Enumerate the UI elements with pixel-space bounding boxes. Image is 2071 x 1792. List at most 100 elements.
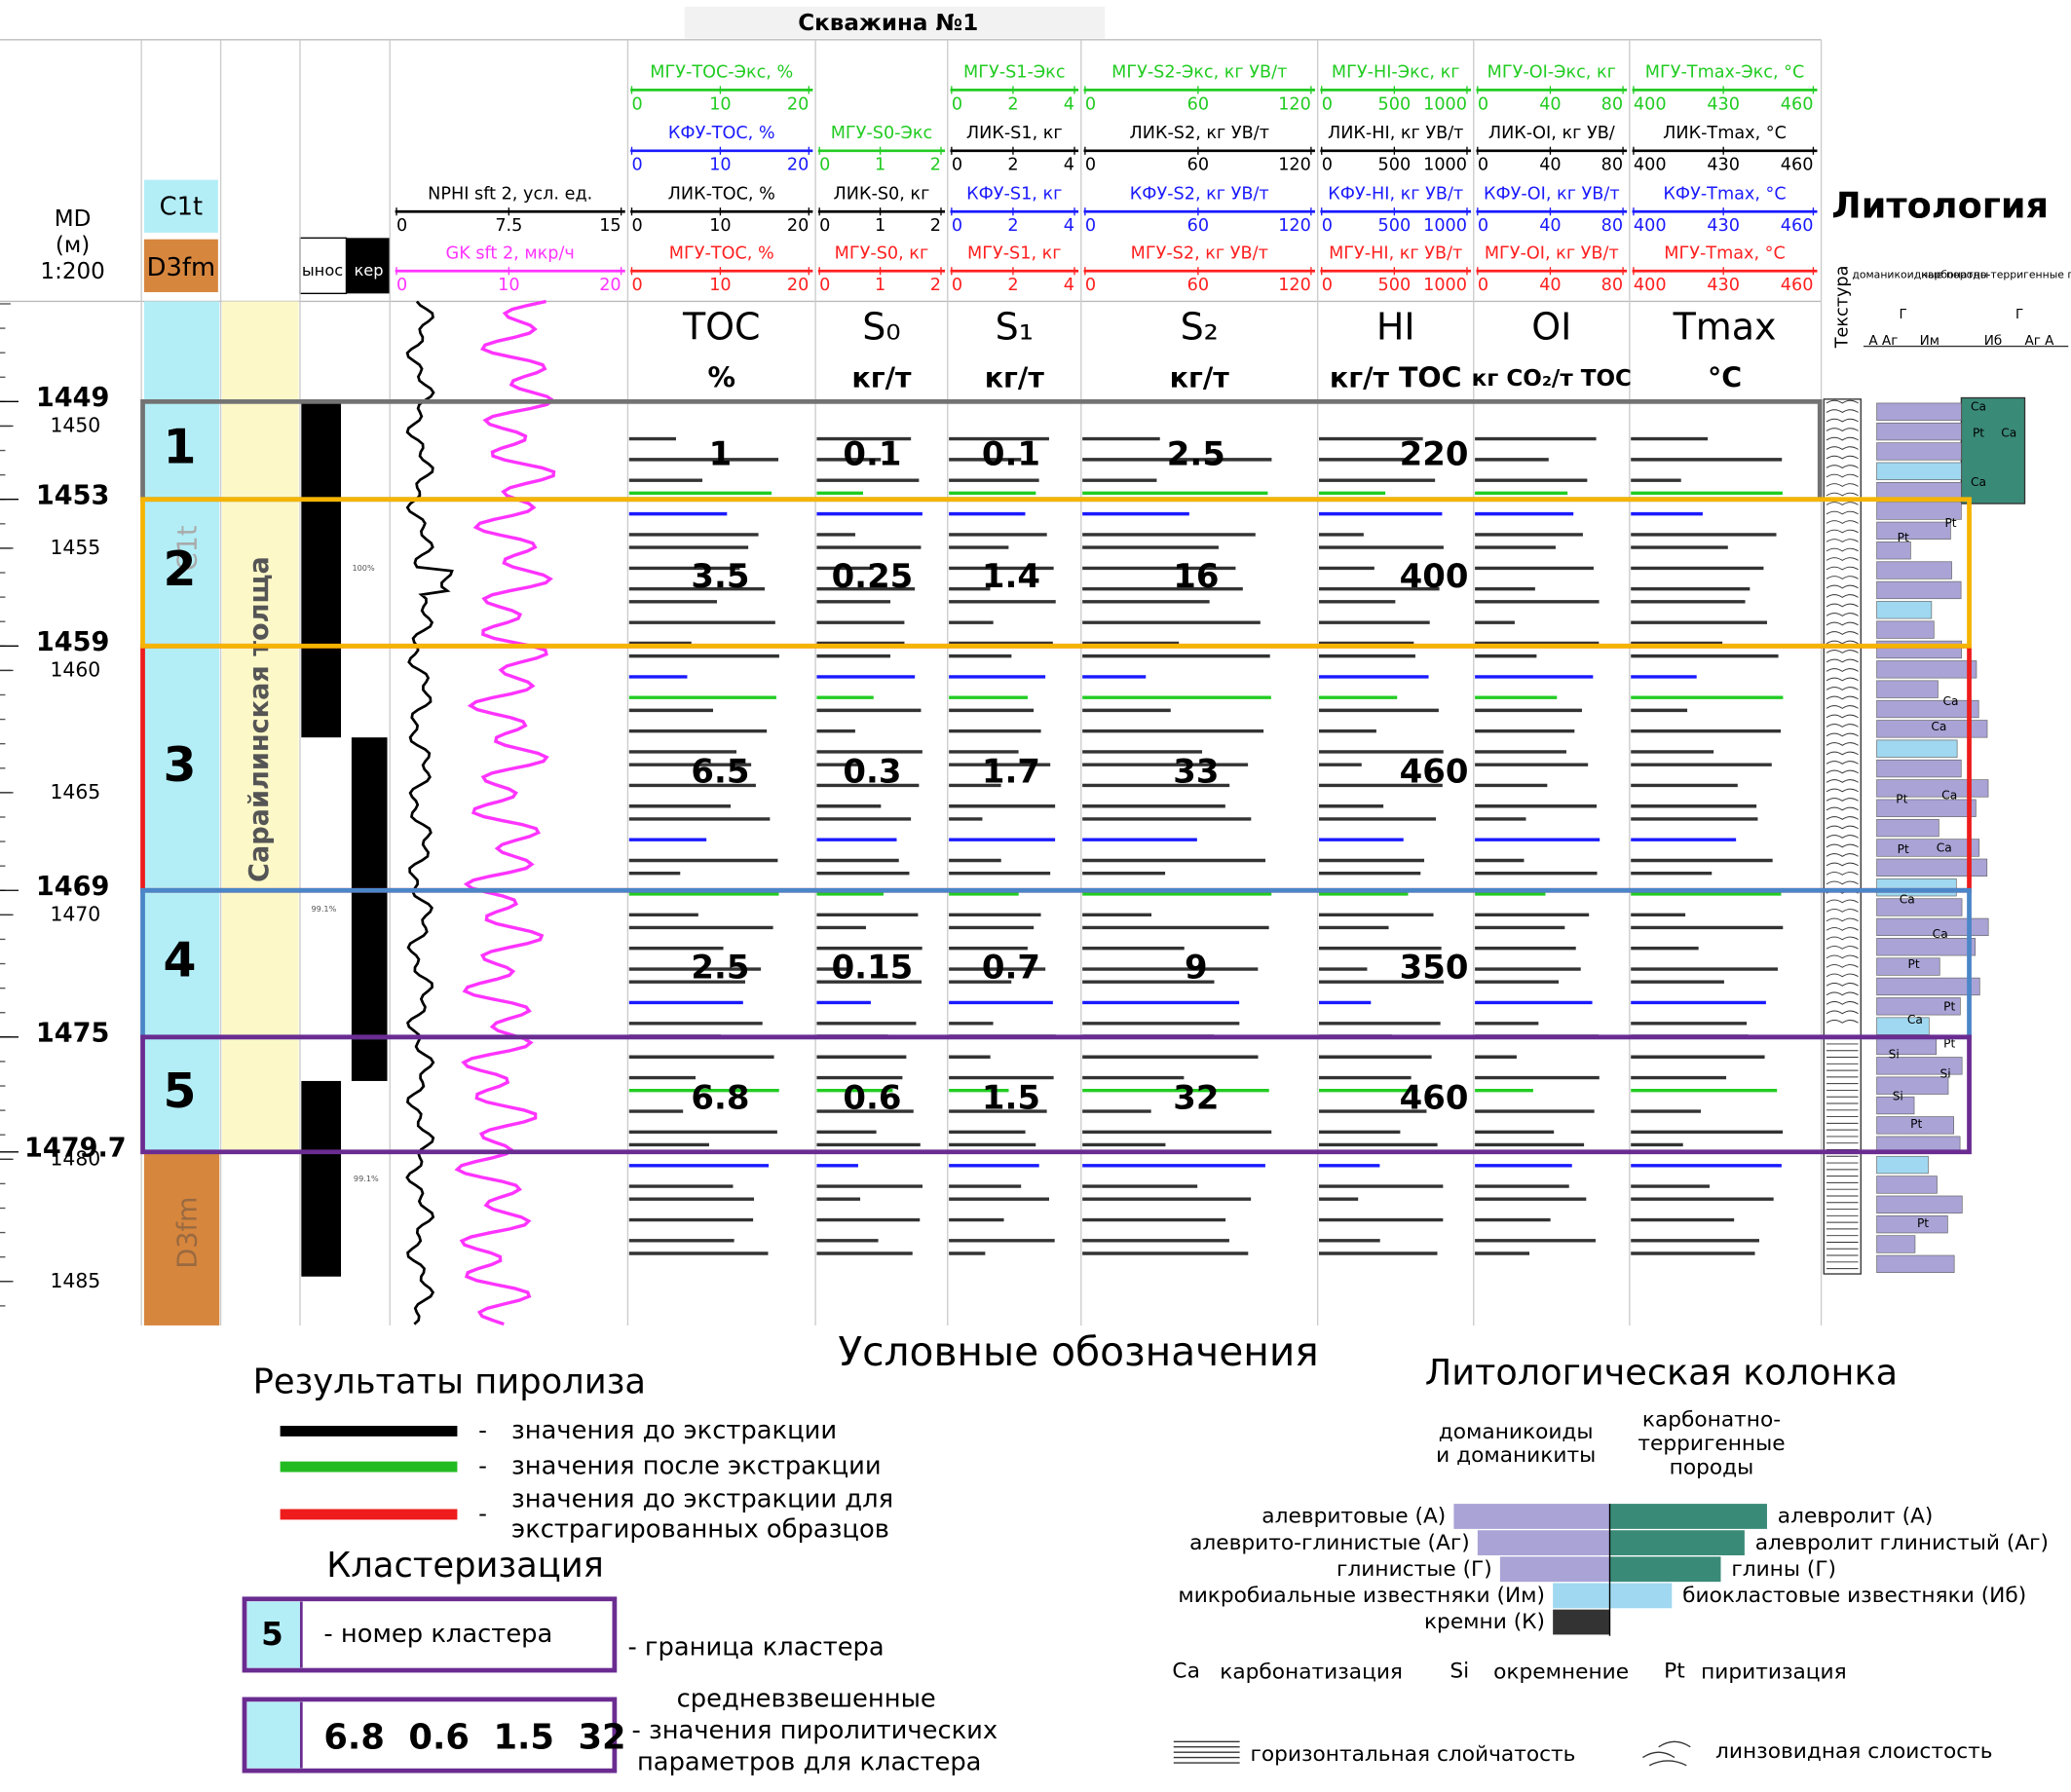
cluster-legend-values: 6.8 0.6 1.5 32 xyxy=(323,1718,625,1758)
cluster-legend-text: параметров для кластера xyxy=(637,1748,982,1777)
lith-symbol: Si xyxy=(1889,1047,1900,1061)
cluster-value: 1 xyxy=(709,434,733,472)
lens-texture xyxy=(1826,436,1859,441)
lith-legend-label: глинистые (Г) xyxy=(1337,1557,1492,1582)
lith-legend-label: биокластовые известняки (Иб) xyxy=(1682,1584,2026,1608)
cluster-value: 0.25 xyxy=(832,557,914,595)
lith-block xyxy=(1876,997,1961,1016)
lith-symbol: Pt xyxy=(1917,1216,1929,1230)
lens-texture xyxy=(1826,557,1859,561)
lith-block xyxy=(1876,462,1962,480)
lith-block xyxy=(1876,1096,1915,1115)
lens-texture xyxy=(1826,880,1859,885)
lens-texture xyxy=(1826,594,1859,598)
track-unit: кг/т xyxy=(1170,362,1230,394)
scale-tick-label: 0 xyxy=(1478,276,1488,295)
legend-subtitle: Результаты пиролиза xyxy=(253,1363,646,1402)
cluster-number: 3 xyxy=(164,737,197,793)
lens-texture xyxy=(1826,428,1859,432)
lens-texture xyxy=(1826,909,1859,913)
cluster-value: 6.5 xyxy=(691,753,749,791)
group-label: карбонатно-терригенные породы xyxy=(1921,268,2071,280)
legend-dash: - xyxy=(478,1499,487,1527)
lens-texture xyxy=(1826,576,1859,579)
cluster-value: 0.6 xyxy=(843,1079,901,1117)
scale-tick-label: 2 xyxy=(1007,94,1018,114)
scale-tick-label: 120 xyxy=(1278,94,1311,114)
strat-box xyxy=(143,179,218,233)
formation-label: Сарайлинская толща xyxy=(245,556,275,882)
lens-texture xyxy=(1826,677,1859,682)
track-heading: OI xyxy=(1531,305,1571,348)
legend-label: значения после экстракции xyxy=(511,1452,882,1481)
cluster-value: 0.7 xyxy=(982,948,1040,986)
lith-symbol: Pt xyxy=(1910,1117,1922,1131)
lens-texture xyxy=(1826,621,1859,626)
cluster-value: 220 xyxy=(1400,434,1469,472)
lith-block xyxy=(1876,858,1988,877)
curve-name: ЛИК-TOC, % xyxy=(668,185,775,205)
legend-dash: - xyxy=(478,1451,487,1479)
scale-tick-label: 1000 xyxy=(1423,276,1467,295)
lens-texture xyxy=(1826,779,1859,783)
scale-tick-label: 0 xyxy=(1322,156,1333,175)
cluster-box xyxy=(140,1034,1972,1155)
scale-tick-label: 0 xyxy=(1322,276,1333,295)
lens-texture xyxy=(1826,705,1859,709)
lens-texture xyxy=(1826,872,1859,876)
scale-tick-label: 400 xyxy=(1634,156,1667,175)
curve-name: ЛИК-S2, кг УВ/т xyxy=(1130,124,1269,143)
lens-texture xyxy=(1826,650,1859,653)
depth-header: (м) xyxy=(56,233,90,258)
lens-texture xyxy=(1826,742,1859,746)
depth-tick-label: 1470 xyxy=(50,902,100,925)
lens-texture xyxy=(1826,788,1859,793)
lens-texture xyxy=(1826,695,1859,700)
lith-legend-bar xyxy=(1609,1583,1673,1609)
symbol-code: Si xyxy=(1450,1659,1469,1683)
lith-legend-bar xyxy=(1553,1609,1610,1635)
curve-name: МГУ-S0-Экс xyxy=(831,124,932,143)
lith-symbol: Pt xyxy=(1973,427,1984,440)
lith-legend-label: алеврито-глинистые (Аг) xyxy=(1189,1531,1470,1555)
lith-block xyxy=(1876,1116,1955,1135)
scale-tick-label: 0 xyxy=(819,156,830,175)
texture-column xyxy=(1823,398,1862,1275)
curve-name: ЛИК-Tmax, °C xyxy=(1663,124,1787,143)
scale-tick-label: 120 xyxy=(1278,156,1311,175)
curve-name: МГУ-TOC-Экс, % xyxy=(650,63,793,83)
legend-subtitle: Литологическая колонка xyxy=(1425,1352,1898,1394)
cluster-value: 0.1 xyxy=(982,434,1040,472)
curve-name: МГУ-TOC, % xyxy=(669,244,774,264)
scale-tick-label: 0 xyxy=(952,156,962,175)
cluster-value: 350 xyxy=(1400,948,1469,986)
scale-tick-label: 4 xyxy=(1064,276,1074,295)
legend-subtitle: Кластеризация xyxy=(326,1546,604,1586)
curve-name: МГУ-OI, кг УВ/т xyxy=(1485,244,1619,264)
lith-block xyxy=(1876,422,1962,441)
strat-interval xyxy=(143,301,220,1152)
scale-tick-label: 60 xyxy=(1187,94,1209,114)
lens-texture xyxy=(1826,917,1859,922)
curve-name: МГУ-S1-Экс xyxy=(963,63,1065,83)
scale-tick-label: 20 xyxy=(787,156,809,175)
scale-tick-label: 10 xyxy=(709,216,731,236)
symbol-text: пиритизация xyxy=(1701,1661,1847,1685)
lithology-letter: Г xyxy=(1900,307,1907,322)
scale-tick-label: 80 xyxy=(1601,216,1623,236)
scale-tick-label: 40 xyxy=(1539,156,1561,175)
scale-tick-label: 20 xyxy=(787,216,809,236)
lith-block xyxy=(1876,977,1980,996)
lith-legend-label: алевритовые (А) xyxy=(1261,1505,1446,1529)
lith-block xyxy=(1876,1036,1938,1056)
core-bar xyxy=(301,1080,342,1277)
lith-block xyxy=(1876,580,1962,600)
core-recovery: 99.1% xyxy=(311,904,336,914)
lith-block xyxy=(1876,680,1939,698)
cluster-value: 1.7 xyxy=(982,753,1040,791)
lith-legend-label: глины (Г) xyxy=(1731,1557,1836,1582)
lith-block xyxy=(1876,1076,1949,1095)
curve-name: ЛИК-S1, кг xyxy=(966,124,1063,143)
scale-tick-label: 430 xyxy=(1707,276,1740,295)
